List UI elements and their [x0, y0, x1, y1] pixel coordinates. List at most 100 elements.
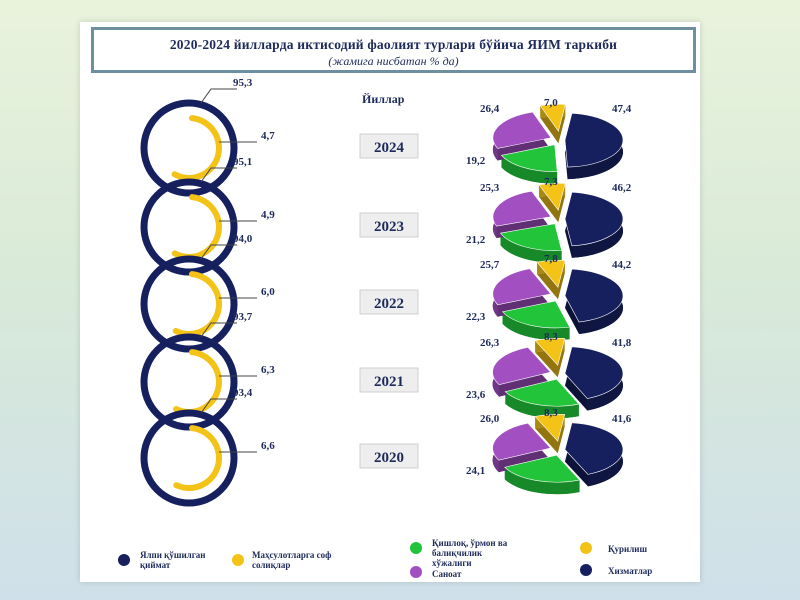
- pie-value-construction-2021: 8,3: [544, 331, 558, 343]
- pie-value-industry-2021: 26,3: [480, 337, 500, 349]
- donut-value-gva-2021: 93,7: [233, 311, 253, 323]
- pie-slice-industry-2024: [492, 111, 552, 149]
- pie-value-construction-2024: 7,0: [544, 97, 558, 109]
- donut-outer-ring-2023: [140, 178, 238, 276]
- year-box-2024: [359, 133, 419, 159]
- donut-value-gva-2024: 95,3: [233, 77, 253, 89]
- pie-slice-construction-2021: [534, 337, 566, 366]
- donut-value-taxes-2023: 4,9: [261, 209, 275, 221]
- pie-slice-industry-2022: [492, 268, 552, 306]
- pie-value-construction-2022: 7,8: [544, 253, 558, 265]
- donut-leader-gva-2021: [200, 322, 237, 338]
- donut-value-taxes-2024: 4,7: [261, 130, 275, 142]
- year-label-2022: 2022: [374, 296, 404, 312]
- donut-outer-ring-2020: [140, 409, 238, 507]
- chart-title: 2020-2024 йилларда иктисодий фаолият тур…: [169, 37, 618, 52]
- pie-slice-agriculture-2023: [499, 223, 563, 251]
- pie-value-services-2023: 46,2: [612, 182, 632, 194]
- donut-value-taxes-2022: 6,0: [261, 286, 275, 298]
- year-label-2021: 2021: [374, 374, 404, 390]
- pie-slice-agriculture-2020: [504, 454, 581, 483]
- pie-slice-services-2022: [564, 268, 624, 323]
- donut-leader-gva-2024: [200, 88, 237, 104]
- pie-slice-services-2020: [564, 422, 624, 475]
- pie-slice-agriculture-2021: [504, 378, 580, 407]
- pie-value-industry-2024: 26,4: [480, 103, 500, 115]
- legend: Ялпи қўшилган қиймат Маҳсулотларга соф с…: [110, 536, 690, 582]
- year-box-2022: [359, 289, 419, 315]
- donut-value-gva-2022: 94,0: [233, 233, 253, 245]
- donut-inner-arc-2024: [171, 115, 222, 181]
- pie-wall-agriculture-2021: [505, 391, 579, 419]
- donut-outer-ring-2024: [140, 99, 238, 197]
- legend-label-gva: Ялпи қўшилган қиймат: [140, 550, 206, 570]
- pie-value-services-2020: 41,6: [612, 413, 632, 425]
- legend-swatch-agriculture: [410, 542, 422, 554]
- year-box-2021: [359, 367, 419, 393]
- pie-wall-agriculture-2024: [501, 155, 558, 184]
- pie-slice-industry-2020: [492, 422, 552, 461]
- pie-value-agriculture-2021: 23,6: [466, 389, 486, 401]
- pie-slice-services-2024: [564, 112, 624, 168]
- pie-slice-agriculture-2024: [500, 144, 558, 172]
- pie-value-services-2022: 44,2: [612, 259, 632, 271]
- pie-value-agriculture-2023: 21,2: [466, 234, 486, 246]
- donut-leader-gva-2022: [200, 244, 237, 260]
- pie-value-services-2021: 41,8: [612, 337, 632, 349]
- year-label-2020: 2020: [374, 450, 404, 466]
- donut-inner-arc-2022: [172, 271, 222, 337]
- chart-subtitle: (жамига нисбатан % да): [328, 54, 459, 68]
- donut-value-gva-2020: 93,4: [233, 387, 253, 399]
- donut-leader-gva-2020: [200, 398, 237, 414]
- donut-value-gva-2023: 95,1: [233, 156, 252, 168]
- pie-slice-services-2023: [564, 191, 624, 247]
- legend-label-construction: Қурилиш: [608, 544, 648, 554]
- pie-slice-construction-2023: [538, 182, 566, 211]
- pie-slice-construction-2020: [534, 413, 566, 442]
- legend-label-services: Хизматлар: [608, 566, 653, 576]
- pie-value-industry-2023: 25,3: [480, 182, 500, 194]
- donut-inner-arc-2021: [173, 349, 222, 415]
- pie-slice-industry-2023: [492, 190, 552, 227]
- legend-swatch-industry: [410, 566, 422, 578]
- pie-value-services-2024: 47,4: [612, 103, 632, 115]
- pie-value-industry-2020: 26,0: [480, 413, 500, 425]
- years-label: Йиллар: [362, 92, 405, 106]
- pie-slice-agriculture-2022: [501, 300, 571, 329]
- year-labels: 2024 2023 2022 2021 2020: [359, 133, 419, 469]
- year-label-2024: 2024: [374, 140, 405, 156]
- legend-swatch-construction: [580, 542, 592, 554]
- donut-value-taxes-2021: 6,3: [261, 364, 275, 376]
- year-box-2023: [359, 212, 419, 238]
- legend-label-agriculture: Қишлоқ, ўрмон ва балиқчилик хўжалиги: [432, 538, 508, 568]
- pie-value-industry-2022: 25,7: [480, 259, 500, 271]
- pie-wall-agriculture-2022: [502, 311, 570, 340]
- legend-swatch-taxes: [232, 554, 244, 566]
- pie-value-agriculture-2024: 19,2: [466, 155, 486, 167]
- donut-inner-arc-2023: [171, 194, 222, 260]
- title-box: 2020-2024 йилларда иктисодий фаолият тур…: [91, 27, 696, 73]
- pie-slice-construction-2024: [539, 103, 566, 132]
- legend-swatch-services: [580, 564, 592, 576]
- donut-outer-ring-2021: [140, 333, 238, 431]
- legend-label-industry: Саноат: [432, 569, 462, 579]
- pie-value-agriculture-2020: 24,1: [466, 465, 485, 477]
- pie-slice-construction-2022: [536, 259, 566, 288]
- year-label-2023: 2023: [374, 219, 404, 235]
- pie-wall-agriculture-2020: [504, 467, 580, 495]
- pie-wall-agriculture-2023: [500, 233, 562, 263]
- pie-charts: 47,4 19,2 26,4 7,0 46,2 21,2 25,3 7,3 44,2 22,3 25…: [466, 97, 632, 495]
- year-box-2020: [359, 443, 419, 469]
- pie-value-agriculture-2022: 22,3: [466, 311, 486, 323]
- donut-value-taxes-2020: 6,6: [261, 440, 275, 452]
- pie-slice-industry-2021: [492, 346, 552, 386]
- legend-label-taxes: Маҳсулотларга соф солиқлар: [252, 550, 332, 570]
- donut-leader-gva-2023: [200, 167, 237, 183]
- pie-value-construction-2023: 7,3: [544, 176, 558, 188]
- donut-inner-arc-2020: [173, 425, 222, 491]
- donut-charts: 95,3 4,7 95,1 4,9 94,0 6,0 93,7 6,3 93,4 6,6: [140, 77, 275, 507]
- pie-value-construction-2020: 8,3: [544, 407, 558, 419]
- pie-slice-services-2021: [564, 346, 624, 399]
- legend-swatch-gva: [118, 554, 130, 566]
